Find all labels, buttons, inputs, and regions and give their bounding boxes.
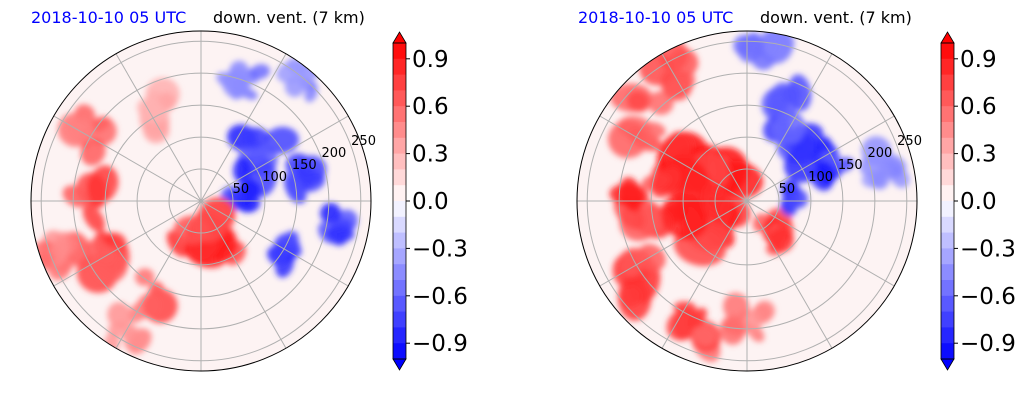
colorbar-tick-label: −0.3 <box>412 236 468 262</box>
colorbar-band <box>941 122 954 139</box>
colorbar-band <box>941 343 954 360</box>
field-blob <box>733 31 795 71</box>
colorbar-band <box>393 343 406 360</box>
colorbar-band <box>941 280 954 297</box>
colorbar-band <box>393 90 406 107</box>
field-blob <box>103 301 152 355</box>
colorbar-band <box>941 311 954 328</box>
range-label: 100 <box>262 170 287 185</box>
colorbar-tick-label: 0.0 <box>960 189 997 215</box>
field-blob <box>780 179 808 217</box>
colorbar-tick-label: −0.6 <box>412 284 468 310</box>
colorbar-band <box>393 137 406 155</box>
colorbar-tick-label: 0.0 <box>412 189 449 215</box>
field-blob <box>318 202 358 246</box>
chart-panel-left: 2018-10-10 05 UTC down. vent. (7 km) 50 1… <box>30 8 468 372</box>
polar-plot: 50 100 150 200 250 0.9 0.6 0.3 0.0 −0.3 −0.6 −0.9 <box>576 30 1016 372</box>
range-label: 50 <box>233 182 250 197</box>
colorbar-band <box>393 264 406 281</box>
polar-plot: 50 100 150 200 250 0.9 0.6 0.3 0.0 −0.3 −0.6 −0.9 <box>30 30 468 372</box>
field-blob <box>608 83 674 159</box>
colorbar-band <box>393 43 406 60</box>
colorbar-tick-label: 0.9 <box>412 47 449 73</box>
colorbar: 0.9 0.6 0.3 0.0 −0.3 −0.6 −0.9 <box>940 31 1016 371</box>
range-label: 50 <box>779 182 796 197</box>
colorbar-tick-label: 0.9 <box>960 47 997 73</box>
colorbar-tick-label: 0.6 <box>412 94 449 120</box>
polar-grid <box>577 31 917 371</box>
colorbar-band <box>941 137 954 155</box>
range-label: 250 <box>897 134 922 149</box>
colorbar-band <box>393 216 406 234</box>
colorbar-band <box>941 106 954 123</box>
range-label: 150 <box>838 158 863 173</box>
colorbar-band <box>393 185 406 202</box>
field-blob <box>57 104 117 166</box>
colorbar-band <box>393 311 406 328</box>
colorbar-band <box>941 58 954 76</box>
colorbar-tick-label: −0.9 <box>960 331 1016 357</box>
colorbar-band <box>941 248 954 265</box>
colorbar-band <box>941 153 954 170</box>
polar-grid <box>31 31 371 371</box>
plot-outline <box>30 30 372 372</box>
date-label: 2018-10-10 05 UTC <box>31 8 187 27</box>
field-blob <box>216 60 271 100</box>
colorbar-band <box>393 232 406 249</box>
range-label: 200 <box>868 146 893 161</box>
plot-outline <box>576 30 918 372</box>
colorbar-band <box>393 58 406 76</box>
range-label: 100 <box>808 170 833 185</box>
colorbar-tick-label: 0.3 <box>412 142 449 168</box>
chart-title: down. vent. (7 km) <box>213 8 365 27</box>
date-label: 2018-10-10 05 UTC <box>578 8 734 27</box>
colorbar: 0.9 0.6 0.3 0.0 −0.3 −0.6 −0.9 <box>392 31 468 371</box>
chart-panel-right: 2018-10-10 05 UTC down. vent. (7 km) 50 1… <box>546 0 1036 401</box>
colorbar-band <box>393 201 406 218</box>
colorbar-tick-label: −0.3 <box>960 236 1016 262</box>
colorbar-band <box>941 169 954 186</box>
colorbar-extend-min <box>392 358 407 371</box>
colorbar-band <box>393 295 406 313</box>
colorbar-band <box>941 90 954 107</box>
colorbar-band <box>941 232 954 249</box>
range-label: 150 <box>292 158 317 173</box>
azimuth-spoke <box>599 115 895 287</box>
colorbar-extend-max <box>940 31 955 44</box>
colorbar-band <box>393 106 406 123</box>
colorbar-tick-label: −0.9 <box>412 331 468 357</box>
colorbar-tick-label: 0.3 <box>960 142 997 168</box>
colorbar-band <box>941 216 954 234</box>
colorbar-band <box>941 43 954 60</box>
colorbar-band <box>393 327 406 344</box>
field-blob <box>719 292 776 345</box>
range-label: 200 <box>322 146 347 161</box>
colorbar-band <box>393 74 406 91</box>
colorbar-band <box>941 264 954 281</box>
colorbar-band <box>393 248 406 265</box>
colorbar-band <box>393 122 406 139</box>
colorbar-band <box>941 201 954 218</box>
colorbar-tick-label: 0.6 <box>960 94 997 120</box>
colorbar-tick-label: −0.6 <box>960 284 1016 310</box>
colorbar-band <box>941 295 954 313</box>
colorbar-band <box>393 169 406 186</box>
field-blob <box>809 147 855 191</box>
chart-title: down. vent. (7 km) <box>760 8 912 27</box>
field-blob <box>666 301 722 362</box>
azimuth-spoke <box>53 115 349 287</box>
field-blob <box>62 165 119 233</box>
colorbar-band <box>941 74 954 91</box>
colorbar-extend-max <box>392 31 407 44</box>
field-layer <box>31 57 358 355</box>
field-blob <box>752 208 794 256</box>
colorbar-extend-min <box>940 358 955 371</box>
colorbar-band <box>393 280 406 297</box>
colorbar-band <box>393 153 406 170</box>
colorbar-band <box>941 327 954 344</box>
colorbar-band <box>941 185 954 202</box>
range-label: 250 <box>351 134 376 149</box>
